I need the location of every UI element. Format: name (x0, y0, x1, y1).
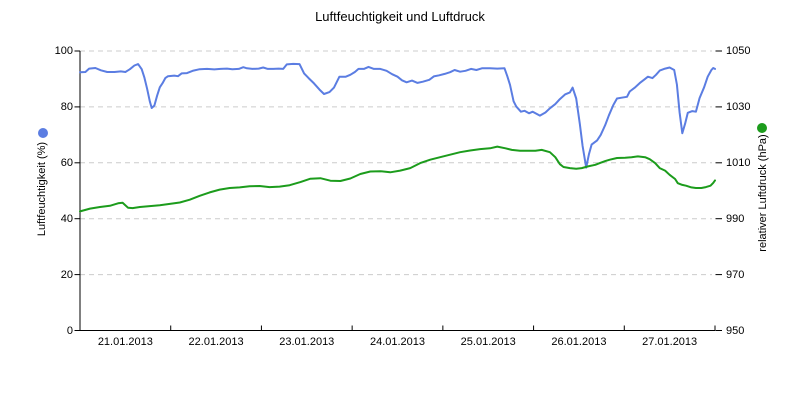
y1-tick-label: 40 (60, 212, 73, 225)
x-tick-label: 26.01.2013 (551, 336, 607, 348)
x-tick-label: 23.01.2013 (279, 336, 335, 348)
y2-axis-title: relativer Luftdruck (hPa) (757, 134, 769, 252)
y1-tick-label: 60 (60, 156, 73, 169)
y1-tick-label: 0 (66, 324, 73, 337)
x-tick-label: 22.01.2013 (188, 336, 244, 348)
y2-tick-label: 950 (726, 324, 745, 337)
pressure-series-marker (757, 123, 767, 133)
y1-tick-label: 20 (60, 268, 73, 281)
x-tick-label: 27.01.2013 (642, 336, 698, 348)
y2-tick-label: 1010 (726, 156, 751, 169)
x-tick-label: 24.01.2013 (369, 336, 426, 348)
humidity-line (79, 62, 716, 169)
y2-tick-label: 990 (726, 212, 745, 225)
chart-title: Luftfeuchtigkeit und Luftdruck (315, 9, 485, 24)
x-tick-label: 21.01.2013 (97, 336, 153, 348)
y2-tick-label: 1050 (726, 45, 751, 57)
y1-tick-label: 100 (54, 45, 73, 57)
y1-tick-label: 80 (60, 100, 73, 113)
x-tick-label: 25.01.2013 (460, 336, 516, 348)
pressure-line (79, 145, 716, 213)
y2-tick-label: 970 (726, 268, 745, 281)
y2-tick-label: 1030 (726, 100, 751, 113)
humidity-series-marker (38, 128, 48, 138)
